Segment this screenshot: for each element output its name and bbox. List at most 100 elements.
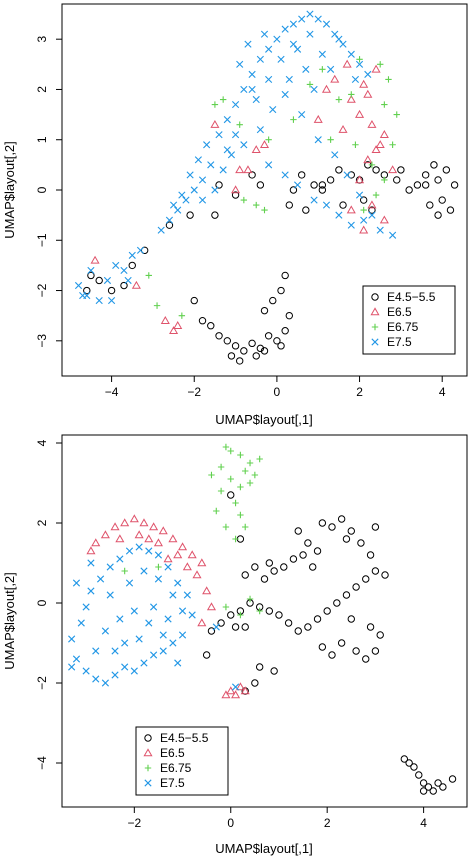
data-point xyxy=(211,186,219,194)
data-point xyxy=(227,352,236,360)
data-point xyxy=(376,631,384,639)
data-point xyxy=(339,201,347,209)
data-point xyxy=(240,196,248,204)
data-point xyxy=(237,451,244,459)
data-point xyxy=(168,534,178,543)
data-point xyxy=(348,91,355,98)
data-point xyxy=(68,635,76,643)
data-point xyxy=(237,511,244,519)
data-point xyxy=(352,141,359,148)
data-point xyxy=(252,352,260,360)
data-point xyxy=(211,211,219,219)
data-point xyxy=(248,70,256,78)
data-point xyxy=(223,337,232,345)
data-point xyxy=(212,623,220,631)
data-point xyxy=(256,181,265,189)
chart-2: −2 0 2 4 −4 −2 0 2 4 UMAP$layout[,1] UMAP$layou… xyxy=(2,434,468,856)
legend-label: E6.75 xyxy=(160,761,192,775)
data-point xyxy=(381,176,388,184)
data-point xyxy=(331,151,339,159)
data-point xyxy=(251,563,259,571)
data-point xyxy=(430,161,438,169)
data-point xyxy=(356,56,363,63)
data-point xyxy=(323,607,331,615)
data-point xyxy=(149,522,159,531)
data-point xyxy=(434,176,442,184)
data-point xyxy=(121,639,129,647)
data-point xyxy=(277,55,285,63)
data-point xyxy=(154,575,163,583)
data-point xyxy=(198,317,207,325)
data-point xyxy=(260,306,269,315)
data-point xyxy=(160,316,170,324)
data-point xyxy=(150,651,158,659)
data-point xyxy=(306,30,314,38)
data-point xyxy=(371,64,381,73)
data-point xyxy=(130,667,138,675)
data-point xyxy=(265,75,273,83)
data-point xyxy=(174,206,182,214)
legend-label: E6.5 xyxy=(387,305,412,319)
data-point xyxy=(125,547,134,555)
data-point xyxy=(140,567,148,575)
data-point xyxy=(182,562,192,571)
data-point xyxy=(131,280,141,289)
data-point xyxy=(371,647,380,655)
data-point xyxy=(173,550,183,559)
data-point xyxy=(265,607,274,615)
data-point xyxy=(393,111,400,118)
data-point xyxy=(231,131,240,139)
data-point xyxy=(310,181,318,189)
data-point xyxy=(231,342,240,350)
data-point xyxy=(215,131,223,139)
data-point xyxy=(197,618,207,627)
data-point xyxy=(79,291,87,300)
data-point xyxy=(202,651,211,659)
data-point xyxy=(231,623,240,631)
data-point xyxy=(155,563,162,571)
data-point xyxy=(265,45,273,53)
data-point xyxy=(110,522,120,531)
data-point xyxy=(352,647,360,655)
data-point xyxy=(368,211,376,219)
data-point xyxy=(424,783,433,791)
data-point xyxy=(140,659,148,667)
data-point xyxy=(100,530,110,539)
points-layer xyxy=(74,10,459,365)
data-point xyxy=(429,787,437,795)
data-point xyxy=(231,191,240,199)
data-point xyxy=(327,65,335,73)
data-point xyxy=(95,276,103,285)
data-point xyxy=(206,602,217,611)
data-point xyxy=(318,186,327,194)
data-point xyxy=(235,165,245,174)
data-point xyxy=(379,130,389,138)
data-point xyxy=(397,166,405,174)
data-point xyxy=(92,647,100,655)
legend-marker xyxy=(371,338,379,346)
x-tick-label: −4 xyxy=(105,385,119,399)
data-point xyxy=(256,344,265,353)
y-tick-label: −2 xyxy=(35,676,49,690)
legend-marker xyxy=(371,323,379,331)
data-point xyxy=(277,342,285,350)
data-point xyxy=(366,551,375,559)
data-point xyxy=(260,347,269,355)
data-point xyxy=(116,555,124,563)
data-point xyxy=(164,615,172,623)
data-point xyxy=(269,105,277,114)
data-point xyxy=(342,59,352,68)
data-point xyxy=(347,50,355,58)
data-point xyxy=(222,523,230,531)
data-point xyxy=(318,50,326,58)
data-point xyxy=(194,156,202,164)
data-point xyxy=(342,591,351,599)
data-point xyxy=(289,555,298,563)
data-point xyxy=(178,607,187,615)
data-point xyxy=(265,136,272,143)
data-point xyxy=(352,583,360,591)
data-point xyxy=(256,455,263,463)
data-point xyxy=(174,579,182,587)
data-point xyxy=(335,35,343,43)
data-point xyxy=(294,627,302,635)
